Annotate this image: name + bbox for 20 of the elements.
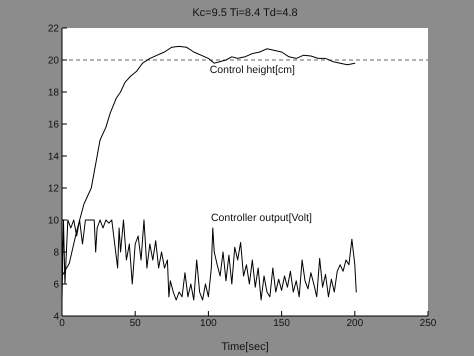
x-tick-label: 100 xyxy=(200,318,218,330)
chart-title: Kc=9.5 Ti=8.4 Td=4.8 xyxy=(191,7,299,19)
y-tick-label: 18 xyxy=(48,88,60,99)
y-tick-label: 6 xyxy=(53,280,60,291)
y-tick-label: 8 xyxy=(53,248,60,259)
annotation: Controller output[Volt] xyxy=(210,212,312,224)
annotation: Control height[cm] xyxy=(210,64,295,76)
x-tick-label: 200 xyxy=(346,318,364,330)
x-tick-label: 250 xyxy=(420,318,437,330)
y-tick-label: 14 xyxy=(48,152,60,163)
y-tick-label: 10 xyxy=(48,216,60,227)
y-tick-label: 4 xyxy=(53,312,60,323)
y-tick-label: 20 xyxy=(48,56,60,67)
x-tick-label: 150 xyxy=(273,318,290,330)
x-tick-label: 0 xyxy=(59,318,66,330)
x-axis-title: Time[sec] xyxy=(221,341,269,353)
x-tick-label: 50 xyxy=(130,318,142,330)
y-tick-label: 22 xyxy=(48,24,60,35)
y-tick-label: 16 xyxy=(48,120,60,131)
y-tick-label: 12 xyxy=(48,184,60,195)
